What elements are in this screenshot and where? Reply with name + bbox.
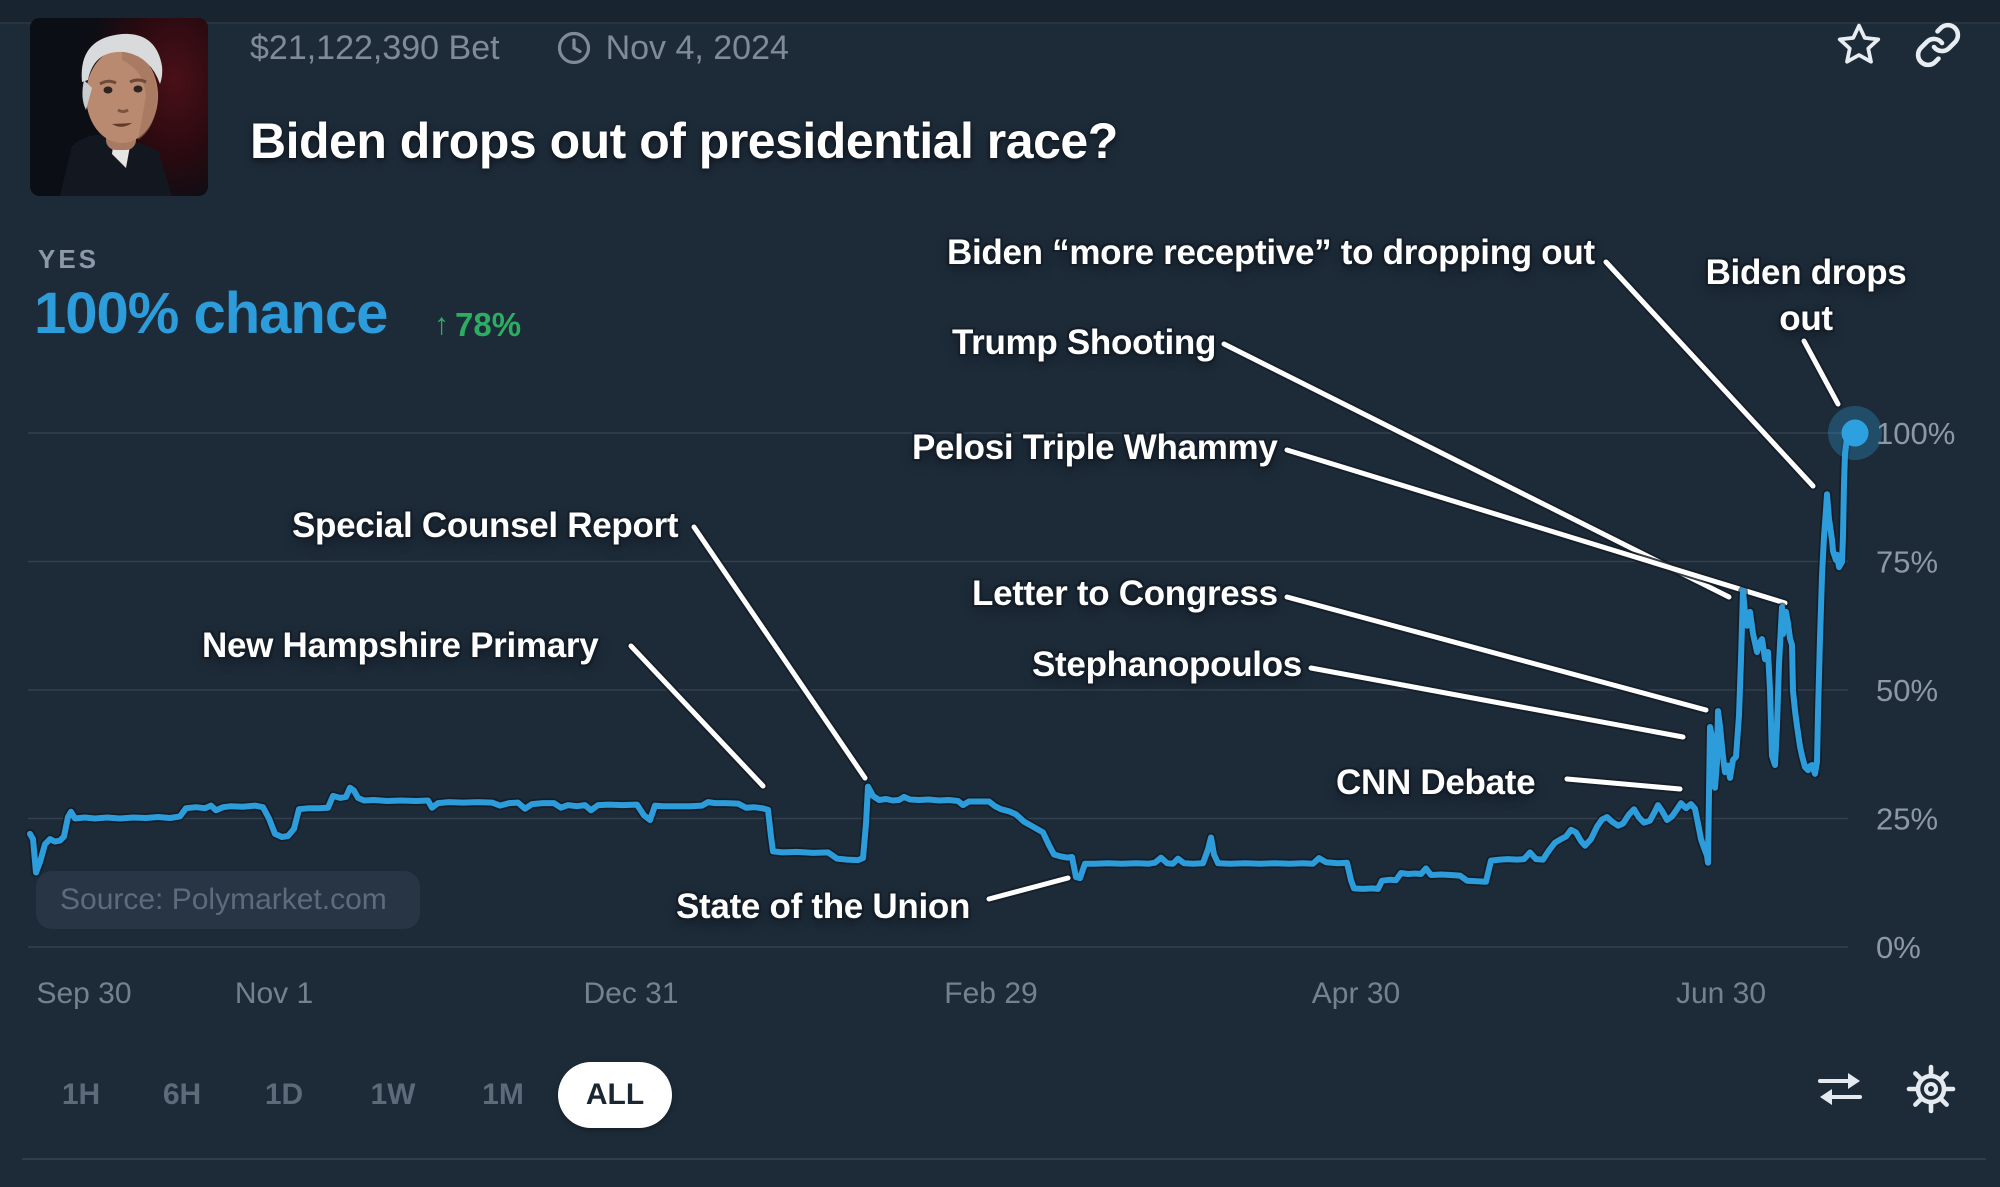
y-axis-label-0%: 0% xyxy=(1876,930,1921,965)
x-axis-label-nov-1: Nov 1 xyxy=(235,977,313,1010)
x-axis-label-dec-31: Dec 31 xyxy=(583,977,678,1010)
bet-amount: $21,122,390 Bet xyxy=(250,28,500,67)
trump-shooting-pointer-line xyxy=(1221,341,1732,600)
biden-drops-out-pointer-line xyxy=(1801,338,1841,407)
x-axis-label-apr-30: Apr 30 xyxy=(1312,977,1400,1010)
link-icon[interactable] xyxy=(1914,21,1962,69)
x-axis-label-jun-30: Jun 30 xyxy=(1676,977,1766,1010)
swap-arrows-icon[interactable] xyxy=(1814,1066,1866,1112)
y-axis-label-25%: 25% xyxy=(1876,802,1938,837)
special-counsel-report-pointer-line xyxy=(691,524,868,781)
market-title: Biden drops out of presidential race? xyxy=(250,113,1118,169)
annotation-stephanopoulos: Stephanopoulos xyxy=(1032,645,1302,684)
end-dot xyxy=(1841,419,1869,447)
range-button-1d[interactable]: 1D xyxy=(264,1078,304,1111)
y-axis-label-75%: 75% xyxy=(1876,545,1938,580)
outcome-label: YES xyxy=(38,244,100,274)
biden-portrait-image xyxy=(30,18,208,196)
range-button-all-active[interactable]: ALL xyxy=(558,1062,672,1128)
star-icon[interactable] xyxy=(1834,20,1884,70)
end-date: Nov 4, 2024 xyxy=(605,28,789,67)
card-top-edge xyxy=(0,0,2000,24)
outcome-change: ↑ 78% xyxy=(434,306,521,344)
new-hampshire-primary-pointer-line xyxy=(628,643,766,789)
annotation-new-hampshire-primary: New Hampshire Primary xyxy=(202,626,599,665)
bottom-separator xyxy=(22,1158,1986,1160)
pelosi-triple-whammy-pointer-line xyxy=(1284,447,1788,606)
annotation-state-of-the-union: State of the Union xyxy=(676,887,971,926)
x-axis-label-feb-29: Feb 29 xyxy=(944,977,1037,1010)
yes-probability-line xyxy=(27,430,1858,892)
range-button-1w[interactable]: 1W xyxy=(370,1078,416,1111)
clock-icon xyxy=(556,30,592,66)
annotation-trump-shooting: Trump Shooting xyxy=(952,323,1217,362)
cnn-debate-pointer-line xyxy=(1564,776,1683,792)
stephanopoulos-pointer-line xyxy=(1308,665,1686,740)
more-receptive-pointer-line xyxy=(1603,259,1816,489)
range-button-1h[interactable]: 1H xyxy=(61,1078,101,1111)
annotation-cnn-debate: CNN Debate xyxy=(1336,763,1536,802)
y-axis-label-50%: 50% xyxy=(1876,673,1938,708)
state-of-the-union-pointer-line xyxy=(986,875,1071,902)
market-stats-row: $21,122,390 Bet Nov 4, 2024 xyxy=(250,28,789,68)
annotation-pelosi-triple-whammy: Pelosi Triple Whammy xyxy=(912,428,1278,467)
up-arrow-icon: ↑ xyxy=(434,308,449,341)
range-button-6h[interactable]: 6H xyxy=(162,1078,202,1111)
annotation-letter-to-congress: Letter to Congress xyxy=(972,574,1278,613)
annotation-special-counsel-report: Special Counsel Report xyxy=(292,506,679,545)
letter-to-congress-pointer-line xyxy=(1284,594,1709,713)
source-watermark: Source: Polymarket.com xyxy=(36,871,420,929)
gear-icon[interactable] xyxy=(1904,1062,1958,1116)
annotation-more-receptive: Biden “more receptive” to dropping out xyxy=(947,233,1595,272)
annotation-biden-drops-out: Biden drops out xyxy=(1705,253,1907,339)
time-range-controls: 1H 6H 1D 1W 1M ALL xyxy=(0,1062,2000,1128)
x-axis-label-sep-30: Sep 30 xyxy=(36,977,131,1010)
avatar xyxy=(30,18,208,196)
change-value: 78% xyxy=(455,306,522,343)
outcome-chance: 100% chance xyxy=(34,281,388,346)
y-axis-label-100%: 100% xyxy=(1876,416,1955,451)
range-button-1m[interactable]: 1M xyxy=(482,1078,524,1111)
